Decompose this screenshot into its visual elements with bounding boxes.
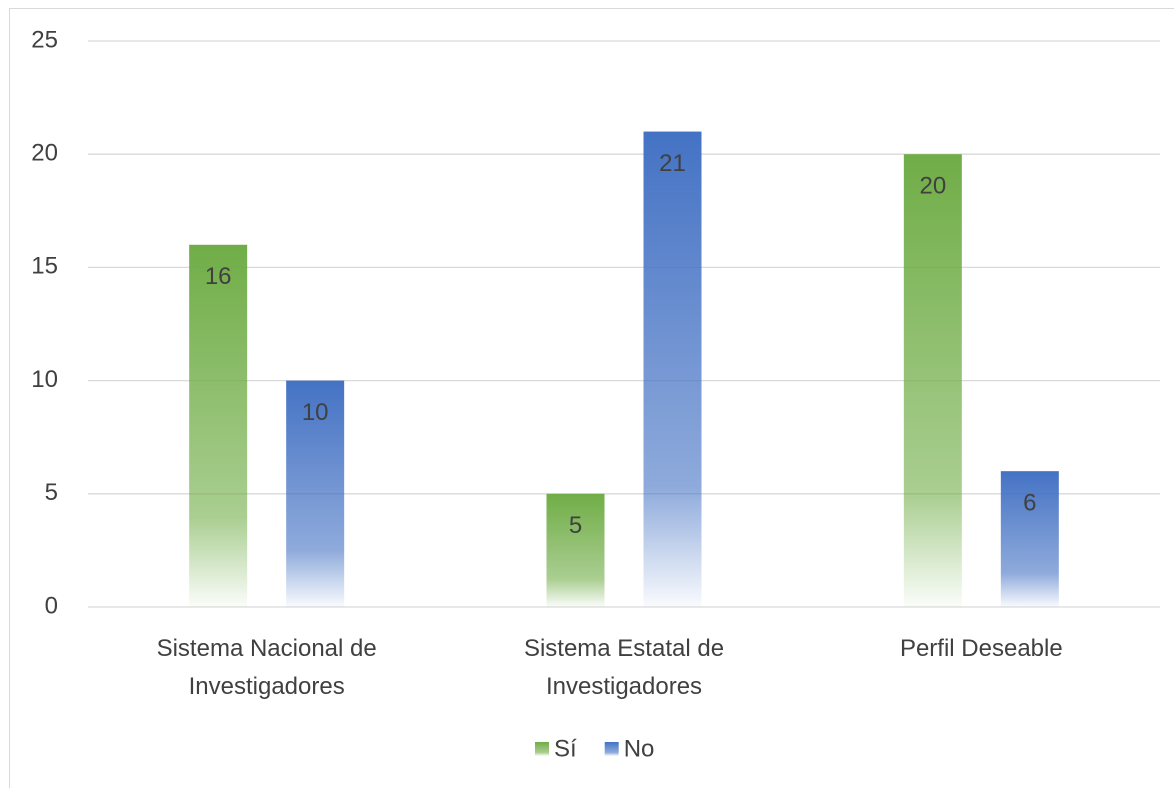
legend-swatch <box>604 742 619 756</box>
bar <box>643 131 702 607</box>
y-tick-label: 5 <box>45 479 58 506</box>
bar <box>189 244 248 607</box>
data-label: 10 <box>302 399 329 426</box>
y-tick-label: 25 <box>31 26 58 53</box>
x-tick-label: Sistema Estatal de Investigadores <box>524 635 724 700</box>
bar <box>903 154 962 607</box>
y-tick-label: 20 <box>31 140 58 167</box>
bar <box>1000 471 1059 607</box>
data-label: 16 <box>205 263 232 290</box>
bar <box>546 493 605 607</box>
y-tick-label: 15 <box>31 253 58 280</box>
x-tick-label: Sistema Nacional de Investigadores <box>157 635 377 700</box>
data-label: 6 <box>1023 490 1036 517</box>
y-tick-label: 0 <box>45 592 58 619</box>
data-label: 21 <box>659 150 686 177</box>
bar <box>286 380 345 607</box>
data-label: 5 <box>569 512 582 539</box>
y-tick-label: 10 <box>31 366 58 393</box>
x-tick-label: Perfil Deseable <box>900 635 1063 662</box>
legend-label: No <box>624 735 655 762</box>
data-label: 20 <box>919 173 946 200</box>
legend-label: Sí <box>554 735 577 762</box>
chart-frame <box>9 8 1174 788</box>
legend-swatch <box>535 742 549 756</box>
